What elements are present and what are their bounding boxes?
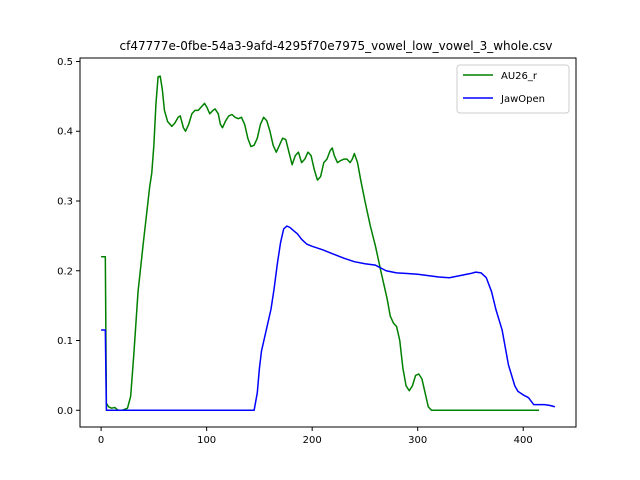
y-tick-label: 0.5 [57,57,73,68]
x-axis-ticks: 0 100 200 300 400 [98,427,533,446]
chart-title: cf47777e-0fbe-54a3-9afd-4295f70e7975_vow… [120,39,553,53]
x-tick-label: 0 [98,435,104,446]
series-line-au26-r [101,75,540,412]
y-tick-label: 0.1 [57,336,73,347]
series-line-jawopen [101,225,556,412]
x-tick-label: 400 [514,435,533,446]
x-tick-label: 300 [408,435,427,446]
y-tick-label: 0.3 [57,196,73,207]
x-tick-label: 200 [303,435,322,446]
y-tick-label: 0.0 [57,406,73,417]
y-axis-ticks: 0.0 0.1 0.2 0.3 0.4 0.5 [57,57,80,417]
legend: AU26_r JawOpen [456,64,570,114]
axes-frame [79,57,577,428]
legend-label-au26: AU26_r [501,71,538,82]
x-tick-label: 100 [197,435,216,446]
legend-label-jawopen: JawOpen [500,94,545,105]
y-tick-label: 0.2 [57,266,73,277]
series-layer [101,75,556,412]
y-tick-label: 0.4 [57,127,73,138]
legend-box [456,64,570,114]
